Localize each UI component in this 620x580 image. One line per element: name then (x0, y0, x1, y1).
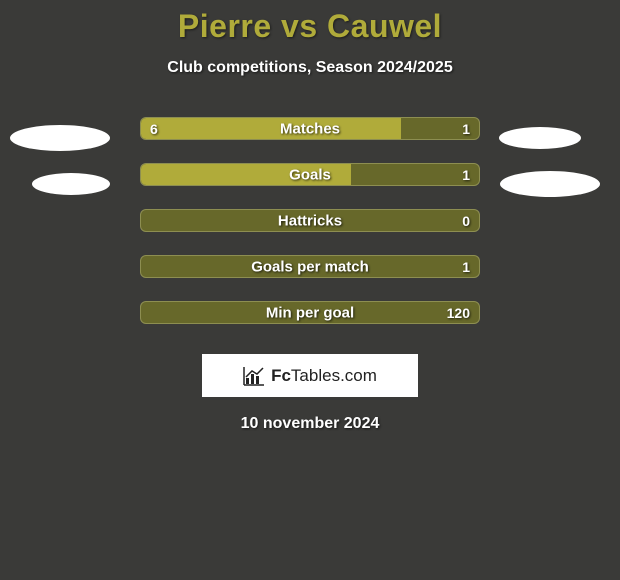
bar-left-value: 6 (150, 121, 158, 137)
logo-brand: Fc (271, 366, 291, 385)
stat-row: Hattricks0 (0, 209, 620, 232)
logo-rest: Tables.com (291, 366, 377, 385)
player-ellipse (499, 127, 581, 149)
player-ellipse (500, 171, 600, 197)
bar-right-value: 1 (462, 259, 470, 275)
bar-right-value: 0 (462, 213, 470, 229)
subtitle: Club competitions, Season 2024/2025 (0, 59, 620, 77)
page-title: Pierre vs Cauwel (0, 8, 620, 45)
bar-track: Hattricks (140, 209, 480, 232)
bar-track: Goals (140, 163, 480, 186)
bar-label: Min per goal (141, 304, 479, 321)
date-label: 10 november 2024 (0, 415, 620, 433)
bar-fill (141, 118, 401, 139)
bar-right-value: 1 (462, 167, 470, 183)
bar-track: Min per goal (140, 301, 480, 324)
stat-row: Goals per match1 (0, 255, 620, 278)
bar-track: Matches (140, 117, 480, 140)
comparison-card: Pierre vs Cauwel Club competitions, Seas… (0, 0, 620, 433)
fctables-logo[interactable]: FcTables.com (202, 354, 418, 397)
chart-icon (243, 366, 265, 386)
player-ellipse (10, 125, 110, 151)
bar-right-value: 1 (462, 121, 470, 137)
logo-text: FcTables.com (271, 366, 377, 386)
bar-track: Goals per match (140, 255, 480, 278)
bar-right-value: 120 (447, 305, 470, 321)
bar-label: Goals per match (141, 258, 479, 275)
bar-fill (141, 164, 351, 185)
stat-row: Min per goal120 (0, 301, 620, 324)
player-ellipse (32, 173, 110, 195)
bar-label: Hattricks (141, 212, 479, 229)
